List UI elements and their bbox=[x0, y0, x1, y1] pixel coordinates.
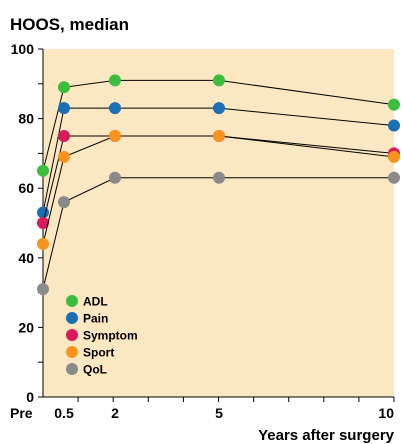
y-tick-label: 20 bbox=[18, 319, 34, 335]
x-tick-label: 0.5 bbox=[54, 405, 74, 421]
x-tick-label: 5 bbox=[215, 405, 223, 421]
data-point-sport bbox=[213, 130, 225, 142]
data-point-pain bbox=[213, 102, 225, 115]
series-sport bbox=[37, 130, 400, 250]
legend-item: Symptom bbox=[66, 329, 138, 343]
legend-item: ADL bbox=[66, 295, 108, 309]
data-point-adl bbox=[58, 81, 70, 94]
series-pain bbox=[37, 102, 400, 219]
data-point-sport bbox=[58, 150, 70, 163]
legend-swatch bbox=[66, 329, 78, 341]
legend-item: Pain bbox=[66, 312, 108, 326]
data-point-adl bbox=[109, 74, 121, 87]
legend-item: Sport bbox=[66, 346, 114, 360]
data-point-pain bbox=[37, 206, 49, 219]
legend-swatch bbox=[66, 363, 78, 375]
legend-item: QoL bbox=[66, 363, 107, 377]
data-point-qol bbox=[213, 171, 225, 184]
y-tick-label: 100 bbox=[11, 41, 35, 57]
data-point-qol bbox=[109, 171, 121, 184]
legend-label: QoL bbox=[83, 363, 107, 377]
data-point-sport bbox=[37, 237, 49, 250]
legend: ADL Pain Symptom Sport QoL bbox=[66, 295, 138, 377]
data-point-adl bbox=[388, 98, 400, 111]
legend-label: ADL bbox=[83, 295, 108, 309]
y-tick-label: 40 bbox=[18, 250, 34, 266]
x-axis-label: Years after surgery bbox=[258, 427, 395, 444]
data-point-pain bbox=[58, 102, 70, 115]
data-point-symptom bbox=[37, 217, 49, 229]
data-point-sport bbox=[109, 130, 121, 142]
data-point-adl bbox=[213, 74, 225, 87]
y-tick-label: 0 bbox=[26, 389, 34, 405]
legend-swatch bbox=[66, 346, 78, 358]
x-tick-label: Pre bbox=[10, 405, 33, 421]
legend-swatch bbox=[66, 295, 78, 307]
data-point-symptom bbox=[58, 130, 70, 142]
chart-title: HOOS, median bbox=[10, 15, 129, 34]
legend-label: Symptom bbox=[83, 329, 138, 343]
x-tick-label: 10 bbox=[378, 405, 394, 421]
legend-label: Sport bbox=[83, 346, 114, 360]
data-point-qol bbox=[388, 171, 400, 184]
data-point-pain bbox=[388, 119, 400, 132]
data-point-qol bbox=[58, 196, 70, 209]
data-point-sport bbox=[388, 150, 400, 163]
data-point-qol bbox=[37, 283, 49, 296]
series-adl bbox=[37, 74, 400, 177]
y-tick-label: 60 bbox=[18, 180, 34, 196]
x-tick-label: 2 bbox=[111, 405, 119, 421]
legend-label: Pain bbox=[83, 312, 108, 326]
data-point-pain bbox=[109, 102, 121, 115]
series-qol bbox=[37, 171, 400, 296]
y-tick-label: 80 bbox=[18, 111, 34, 127]
data-point-adl bbox=[37, 164, 49, 177]
legend-swatch bbox=[66, 312, 78, 324]
